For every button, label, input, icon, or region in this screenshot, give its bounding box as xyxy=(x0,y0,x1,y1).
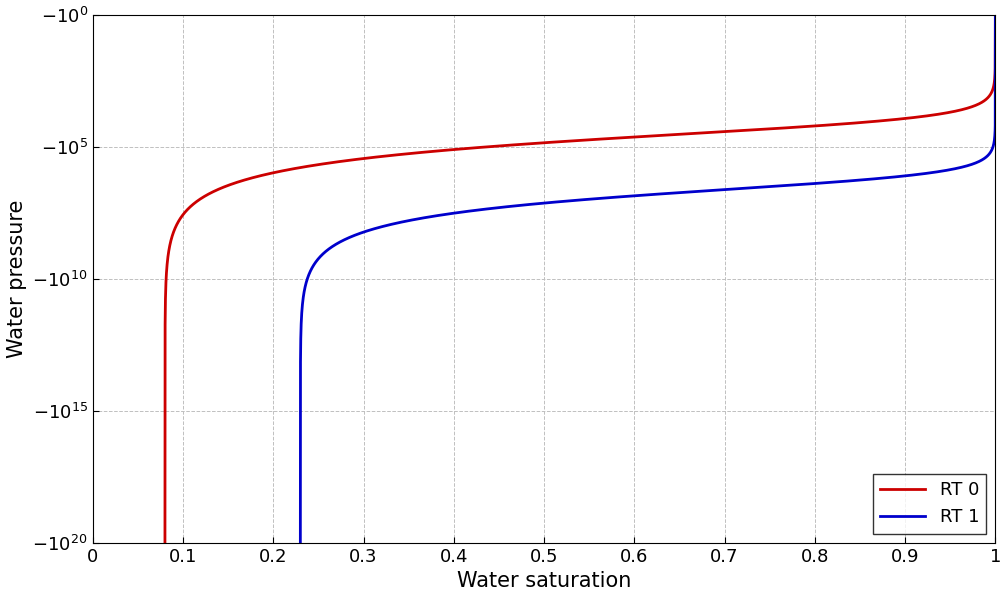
RT 1 xyxy=(866,175,878,182)
Line: RT 1: RT 1 xyxy=(300,15,995,542)
RT 0 xyxy=(476,144,488,151)
Line: RT 0: RT 0 xyxy=(165,15,995,542)
RT 0 xyxy=(309,161,322,169)
RT 0 xyxy=(842,120,854,127)
RT 0 xyxy=(699,129,711,136)
RT 1 xyxy=(294,539,306,546)
RT 0 xyxy=(778,124,790,132)
RT 1 xyxy=(989,11,1001,19)
RT 0 xyxy=(159,539,171,546)
RT 1 xyxy=(559,197,572,205)
Legend: RT 0, RT 1: RT 0, RT 1 xyxy=(873,474,987,533)
X-axis label: Water saturation: Water saturation xyxy=(457,571,631,591)
Y-axis label: Water pressure: Water pressure xyxy=(7,200,27,358)
RT 0 xyxy=(989,11,1001,19)
RT 0 xyxy=(657,132,669,139)
RT 1 xyxy=(711,187,723,194)
RT 1 xyxy=(812,179,825,187)
RT 1 xyxy=(420,213,432,221)
RT 1 xyxy=(746,184,758,191)
